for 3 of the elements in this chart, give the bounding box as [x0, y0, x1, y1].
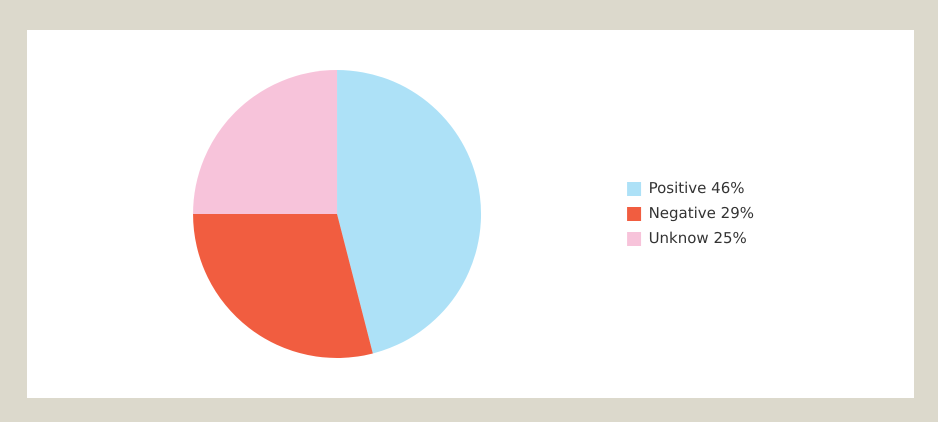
- legend-label: Negative 29%: [648, 204, 754, 222]
- legend-label: Unknow 25%: [648, 228, 747, 247]
- legend-label: Positive 46%: [648, 178, 745, 197]
